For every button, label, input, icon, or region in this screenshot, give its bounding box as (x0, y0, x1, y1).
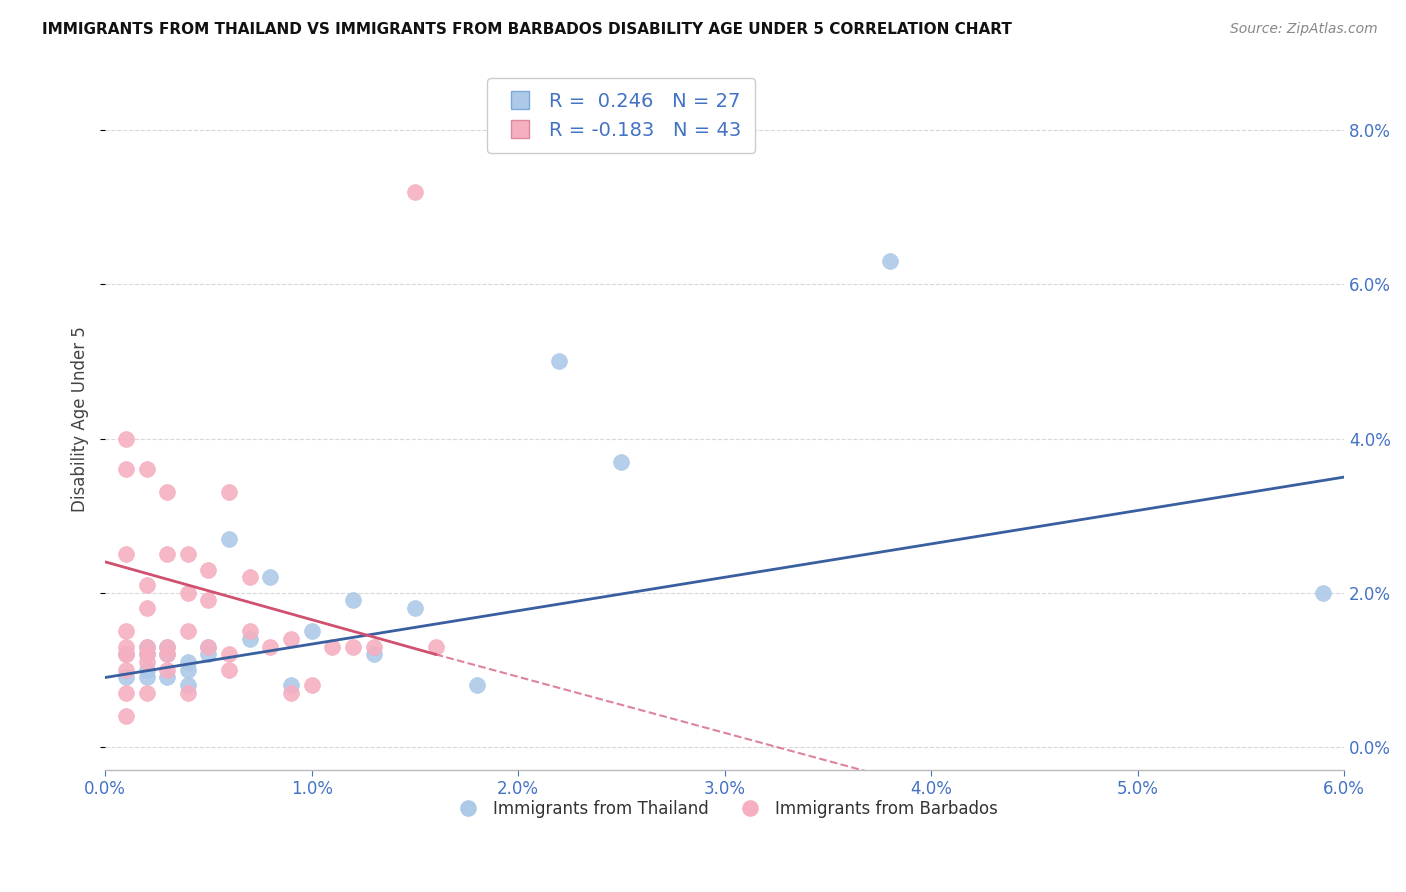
Point (363, 640, 385, 654)
Point (425, 640, 447, 654)
Point (280, 678, 302, 692)
Point (135, 601, 157, 615)
Point (135, 655, 157, 669)
Point (115, 648, 138, 662)
Point (548, 354, 571, 368)
Point (115, 686, 138, 700)
Text: IMMIGRANTS FROM THAILAND VS IMMIGRANTS FROM BARBADOS DISABILITY AGE UNDER 5 CORR: IMMIGRANTS FROM THAILAND VS IMMIGRANTS F… (42, 22, 1012, 37)
Point (135, 686, 157, 700)
Point (135, 462, 157, 476)
Point (404, 185, 426, 199)
Point (239, 632, 262, 646)
Point (197, 648, 219, 662)
Point (115, 663, 138, 677)
Point (177, 678, 200, 692)
Point (404, 601, 426, 615)
Point (197, 593, 219, 607)
Point (115, 648, 138, 662)
Point (177, 547, 200, 561)
Point (156, 640, 179, 654)
Point (135, 648, 157, 662)
Point (156, 663, 179, 677)
Point (239, 570, 262, 584)
Point (218, 485, 240, 500)
Point (465, 678, 488, 692)
Point (156, 648, 179, 662)
Point (115, 547, 138, 561)
Point (135, 640, 157, 654)
Point (115, 640, 138, 654)
Point (156, 671, 179, 685)
Point (239, 624, 262, 639)
Point (135, 663, 157, 677)
Text: Source: ZipAtlas.com: Source: ZipAtlas.com (1230, 22, 1378, 37)
Point (342, 640, 364, 654)
Point (218, 663, 240, 677)
Point (135, 671, 157, 685)
Point (177, 655, 200, 669)
Point (177, 663, 200, 677)
Point (135, 578, 157, 592)
Point (301, 624, 323, 639)
Point (115, 709, 138, 723)
Point (177, 624, 200, 639)
Point (342, 593, 364, 607)
Point (197, 563, 219, 577)
Point (135, 648, 157, 662)
Point (177, 585, 200, 599)
Point (218, 648, 240, 662)
Point (115, 462, 138, 476)
Point (1312, 585, 1334, 599)
Point (135, 640, 157, 654)
Legend: Immigrants from Thailand, Immigrants from Barbados: Immigrants from Thailand, Immigrants fro… (444, 794, 1005, 825)
Point (197, 640, 219, 654)
Point (156, 640, 179, 654)
Point (280, 686, 302, 700)
Point (115, 432, 138, 446)
Point (321, 640, 343, 654)
Point (363, 648, 385, 662)
Point (610, 455, 633, 469)
Point (218, 532, 240, 546)
Point (115, 648, 138, 662)
Point (115, 671, 138, 685)
Point (197, 640, 219, 654)
Point (177, 686, 200, 700)
Point (301, 678, 323, 692)
Point (115, 624, 138, 639)
Point (259, 640, 281, 654)
Point (156, 648, 179, 662)
Point (280, 632, 302, 646)
Y-axis label: Disability Age Under 5: Disability Age Under 5 (72, 326, 89, 512)
Point (879, 254, 901, 268)
Point (156, 547, 179, 561)
Point (259, 570, 281, 584)
Point (156, 485, 179, 500)
